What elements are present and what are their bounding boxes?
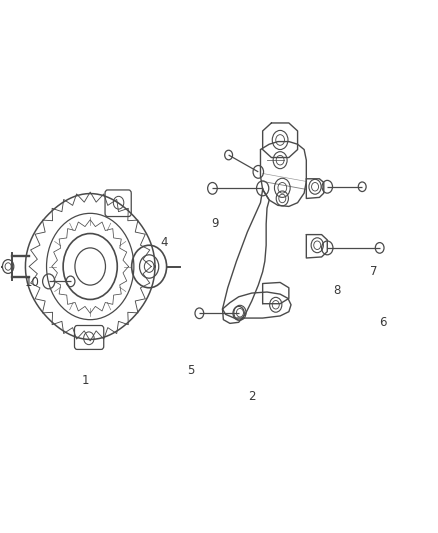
Text: 6: 6: [379, 316, 386, 329]
Text: 10: 10: [25, 276, 39, 289]
Text: 9: 9: [211, 217, 219, 230]
Text: 8: 8: [333, 284, 341, 297]
Text: 7: 7: [370, 265, 378, 278]
Text: 2: 2: [248, 390, 255, 403]
Text: 5: 5: [187, 364, 194, 377]
Text: 1: 1: [82, 374, 90, 387]
Text: 4: 4: [161, 236, 168, 249]
